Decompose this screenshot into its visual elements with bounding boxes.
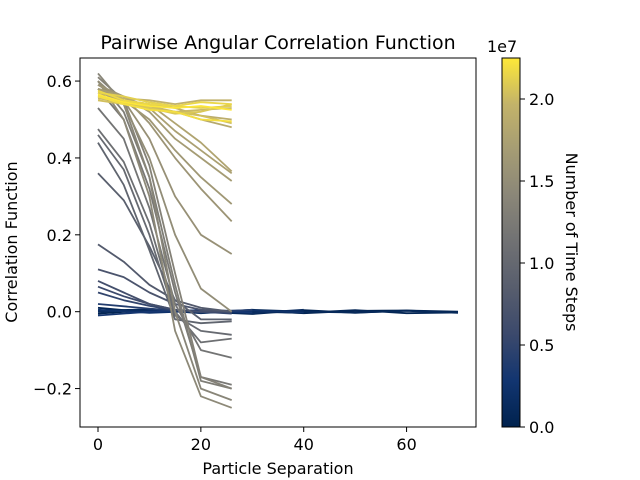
colorbar-tick-label: 2.0 <box>529 90 554 109</box>
colorbar-tick-label: 1.0 <box>529 254 554 273</box>
y-axis: −0.2 0.0 0.2 0.4 0.6 <box>33 72 80 399</box>
series-line-12 <box>97 243 232 313</box>
series-line-15 <box>97 134 232 336</box>
series-line-38 <box>97 95 232 123</box>
series-line-19 <box>97 80 232 390</box>
series-line-14 <box>97 142 232 325</box>
series-line-32 <box>97 91 232 105</box>
x-tick-label: 60 <box>396 435 416 454</box>
y-axis-label: Correlation Function <box>2 161 21 322</box>
y-tick-label: 0.2 <box>47 226 72 245</box>
series-layer <box>97 72 459 409</box>
x-axis: 0 20 40 60 <box>93 427 417 454</box>
series-line-37 <box>97 89 232 107</box>
series-line-11 <box>97 268 232 313</box>
colorbar <box>501 57 521 428</box>
x-tick-label: 20 <box>191 435 211 454</box>
y-tick-label: −0.2 <box>33 380 72 399</box>
x-axis-label: Particle Separation <box>202 459 353 478</box>
plot-frame <box>79 57 477 428</box>
series-line-17 <box>97 107 232 359</box>
colorbar-label: Number of Time Steps <box>562 153 581 332</box>
series-line-10 <box>97 280 232 313</box>
colorbar-tick-label: 1.5 <box>529 172 554 191</box>
x-tick-label: 0 <box>93 435 103 454</box>
y-tick-label: 0.6 <box>47 72 72 91</box>
y-tick-label: 0.0 <box>47 303 72 322</box>
x-tick-label: 40 <box>294 435 314 454</box>
colorbar-axis: 0.0 0.5 1.0 1.5 2.0 <box>520 90 554 437</box>
series-line-39 <box>97 93 232 111</box>
series-line-22 <box>97 80 233 409</box>
colorbar-tick-label: 0.0 <box>529 418 554 437</box>
colorbar-tick-label: 0.5 <box>529 336 554 355</box>
y-tick-label: 0.4 <box>47 149 72 168</box>
series-line-36 <box>97 91 232 109</box>
colorbar-offset-label: 1e7 <box>487 37 517 56</box>
chart-title: Pairwise Angular Correlation Function <box>100 32 455 54</box>
